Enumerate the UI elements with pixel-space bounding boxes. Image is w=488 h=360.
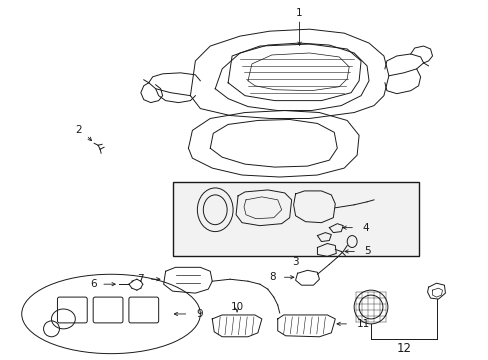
- Text: 6: 6: [90, 279, 96, 289]
- Text: 1: 1: [296, 8, 302, 18]
- Text: 10: 10: [230, 302, 243, 312]
- Text: 2: 2: [75, 125, 81, 135]
- Text: 8: 8: [269, 272, 276, 282]
- Text: 9: 9: [196, 309, 203, 319]
- Bar: [172, 182, 418, 256]
- Text: 7: 7: [137, 274, 144, 284]
- Text: 5: 5: [364, 247, 370, 256]
- Text: 12: 12: [395, 342, 410, 355]
- Text: 4: 4: [361, 222, 368, 233]
- Text: 3: 3: [292, 257, 298, 267]
- Ellipse shape: [21, 274, 200, 354]
- Text: 11: 11: [356, 319, 369, 329]
